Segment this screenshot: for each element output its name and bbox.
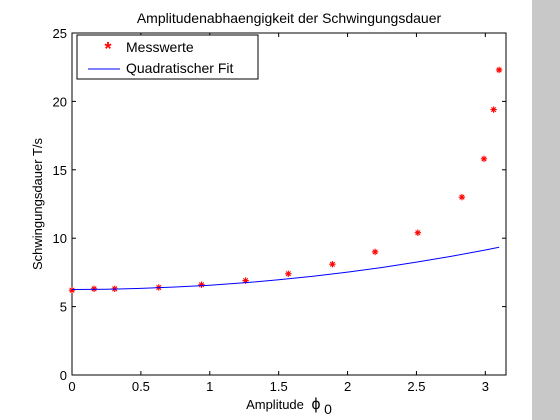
marker-stroke: [285, 271, 291, 277]
x-tick-label: 0.5: [132, 379, 150, 394]
y-tick-label: 5: [60, 300, 67, 315]
marker-stroke: [91, 286, 97, 292]
chart-title: Amplitudenabhaengigkeit der Schwingungsd…: [137, 10, 442, 26]
marker-stroke: [242, 277, 249, 284]
data-point-messwerte: [480, 155, 488, 163]
plot-area: [71, 32, 507, 376]
legend-label-quadratischer-fit: Quadratischer Fit: [126, 60, 233, 76]
marker-stroke: [329, 261, 336, 267]
x-axis-label-subscript: 0: [324, 401, 332, 417]
data-point-messwerte: [68, 286, 76, 294]
y-tick-label: 25: [53, 26, 67, 41]
x-axis: 0 0.5 1 1.5 2 2.5 3: [68, 33, 489, 394]
legend: * Messwerte Quadratischer Fit: [76, 34, 259, 80]
marker-stroke: [496, 67, 502, 73]
y-tick-label: 10: [53, 231, 67, 246]
y-axis-label: Schwingungsdauer T/s: [30, 138, 45, 271]
marker-stroke: [481, 156, 487, 162]
x-tick-label: 2: [344, 379, 351, 394]
data-point-messwerte: [285, 270, 292, 277]
marker-stroke: [415, 230, 421, 236]
y-tick-label: 15: [53, 163, 67, 178]
y-tick-label: 20: [53, 94, 67, 109]
series-line-quadratischer-fit: [71, 246, 500, 290]
marker-stroke: [372, 249, 378, 255]
x-tick-label: 2.5: [407, 379, 425, 394]
x-axis-label-text: Amplitude: [246, 397, 304, 412]
legend-box: [76, 34, 259, 80]
x-tick-label: 1.5: [270, 379, 288, 394]
marker-stroke: [490, 106, 497, 113]
data-point-messwerte: [490, 106, 497, 113]
x-tick-label: 0: [68, 379, 75, 394]
legend-label-messwerte: Messwerte: [126, 39, 194, 55]
data-point-messwerte: [458, 193, 466, 201]
marker-stroke: [459, 194, 465, 200]
x-tick-label: 1: [206, 379, 213, 394]
x-tick-label: 3: [482, 379, 489, 394]
data-point-messwerte: [329, 260, 336, 268]
y-tick-label: 0: [60, 368, 67, 383]
data-point-messwerte: [495, 66, 503, 74]
data-point-messwerte: [371, 248, 379, 256]
series-layer: [68, 66, 503, 294]
x-axis-label: Amplitude ϕ 0: [246, 396, 332, 417]
legend-marker-messwerte: *: [104, 39, 111, 59]
x-axis-label-symbol: ϕ: [312, 396, 321, 413]
data-point-messwerte: [414, 229, 422, 236]
y-axis: 0 5 10 15 20 25: [53, 26, 506, 383]
marker-stroke: [69, 287, 75, 293]
